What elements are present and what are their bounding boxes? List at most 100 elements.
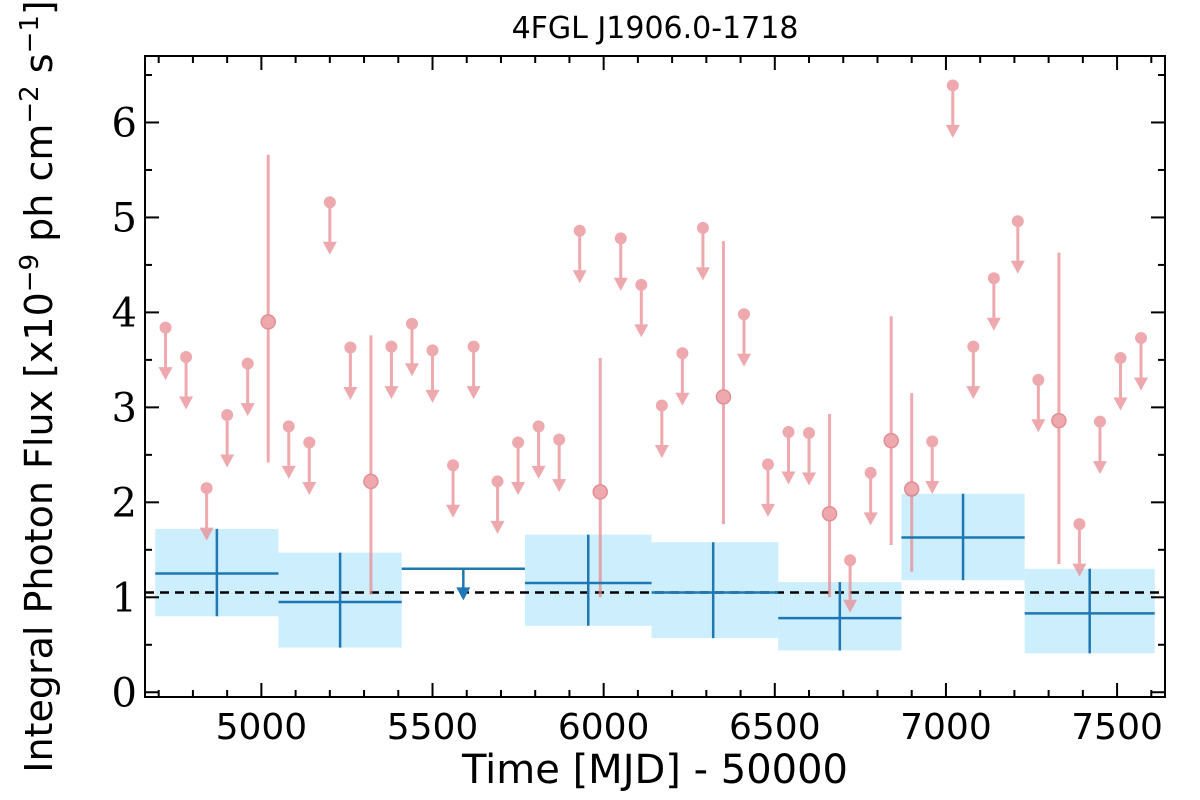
- upper-limit-point: [634, 278, 649, 338]
- upper-limit-arrow-head: [1010, 260, 1025, 274]
- upper-limit-arrow-head: [760, 503, 775, 517]
- upper-limit-point: [466, 340, 481, 400]
- long-bin-point: [1024, 568, 1155, 654]
- upper-limit-arrow-head: [863, 512, 878, 526]
- upper-limit-point: [1134, 332, 1149, 391]
- upper-limit-marker: [1135, 332, 1148, 345]
- upper-limit-arrow-head: [802, 472, 817, 486]
- upper-limit-point: [179, 351, 194, 410]
- upper-limit-point: [675, 347, 690, 406]
- x-axis-label: Time [MJD] - 50000: [461, 747, 848, 793]
- upper-limit-marker: [1114, 351, 1127, 364]
- upper-limit-marker: [967, 340, 980, 353]
- upper-limit-marker: [844, 554, 857, 567]
- upper-limit-arrow-head: [404, 363, 419, 377]
- upper-limit-point: [613, 232, 628, 291]
- upper-limit-arrow-head: [425, 389, 440, 403]
- long-bin-error-bands: [155, 493, 1155, 654]
- upper-limit-marker: [426, 344, 439, 357]
- upper-limit-marker: [241, 357, 254, 370]
- upper-limit-point: [404, 317, 419, 377]
- plot-frame: [144, 55, 1166, 698]
- long-bin-point: [651, 542, 779, 639]
- upper-limit-arrow-head: [843, 599, 858, 613]
- upper-limit-arrow-head: [1072, 563, 1087, 577]
- data-point: [1051, 252, 1067, 565]
- upper-limit-arrow-head: [966, 386, 981, 400]
- y-axis-label-units: ph cm: [17, 124, 61, 254]
- x-tick-label: 6000: [558, 707, 650, 748]
- data-point: [715, 241, 732, 525]
- upper-limit-marker: [987, 272, 1000, 285]
- upper-limit-marker: [303, 436, 316, 449]
- upper-limit-point: [302, 436, 317, 495]
- upper-limit-point: [220, 408, 235, 468]
- upper-limit-point: [1113, 351, 1128, 411]
- y-tick-label: 6: [112, 100, 137, 146]
- upper-limit-arrow-head: [634, 324, 649, 338]
- upper-limit-arrow-head: [511, 481, 526, 495]
- upper-limit-point: [1031, 373, 1046, 433]
- upper-limit-arrow-head: [736, 353, 751, 367]
- y-tick-label: 3: [112, 385, 137, 431]
- upper-limit-marker: [447, 459, 460, 472]
- short-bin-series: [158, 79, 1149, 613]
- data-point: [903, 393, 920, 572]
- upper-limit-point: [322, 196, 337, 255]
- upper-limit-point: [760, 458, 775, 517]
- upper-limit-marker: [344, 341, 357, 354]
- upper-limit-point: [781, 426, 796, 485]
- upper-limit-arrow-head: [158, 367, 173, 381]
- upper-limit-marker: [655, 399, 668, 412]
- upper-limit-arrow-head: [552, 479, 567, 493]
- upper-limit-point: [843, 554, 858, 613]
- data-point: [592, 357, 608, 598]
- upper-limit-point: [158, 321, 173, 381]
- data-marker: [1051, 412, 1067, 429]
- y-tick-label: 1: [112, 575, 137, 621]
- data-point: [821, 414, 838, 598]
- upper-limit-marker: [200, 482, 213, 495]
- upper-limit-marker: [864, 466, 877, 479]
- upper-limit-arrow-head: [925, 481, 940, 495]
- upper-limit-point: [1010, 215, 1025, 274]
- y-tick-labels: 0 1 2 3 4 5 6: [112, 100, 137, 716]
- upper-limit-arrow-head: [572, 270, 587, 284]
- upper-limit-point: [945, 79, 960, 138]
- error-band: [651, 542, 779, 639]
- upper-limit-arrow-head: [1092, 461, 1107, 475]
- upper-limit-point: [490, 475, 505, 534]
- upper-limit-arrow-head: [240, 403, 255, 417]
- chart-title: 4FGL J1906.0-1718: [512, 11, 799, 46]
- upper-limit-point: [986, 272, 1001, 331]
- upper-limit-marker: [159, 321, 172, 334]
- upper-limit-point: [654, 399, 669, 458]
- upper-limit-arrow-head: [466, 386, 481, 400]
- upper-limit-marker: [1073, 518, 1086, 531]
- y-tick-label: 0: [112, 670, 137, 716]
- x-tick-label: 7500: [1071, 707, 1163, 748]
- upper-limit-point: [384, 340, 399, 400]
- y-tick-label: 5: [112, 195, 137, 241]
- upper-limit-arrow-head: [781, 471, 796, 485]
- upper-limit-marker: [676, 347, 689, 360]
- upper-limit-point: [966, 340, 981, 400]
- axis-ticks: [145, 56, 1165, 697]
- data-marker: [883, 432, 899, 449]
- upper-limit-arrow-head: [945, 124, 960, 138]
- upper-limit-marker: [532, 420, 545, 433]
- upper-limit-arrow-head: [302, 481, 317, 495]
- upper-limit-arrow-head: [220, 454, 235, 468]
- upper-limit-marker: [573, 224, 586, 237]
- upper-limit-marker: [614, 232, 627, 245]
- upper-limit-arrow-head: [986, 317, 1001, 331]
- upper-limit-arrow-head: [456, 587, 471, 601]
- upper-limit-marker: [491, 475, 504, 488]
- data-point: [260, 154, 276, 463]
- long-bin-point: [278, 552, 402, 648]
- upper-limit-arrow-head: [613, 277, 628, 291]
- y-axis-label-main: Integral Photon Flux [x10: [17, 292, 61, 773]
- data-point: [883, 316, 899, 546]
- upper-limit-arrow-head: [490, 520, 505, 534]
